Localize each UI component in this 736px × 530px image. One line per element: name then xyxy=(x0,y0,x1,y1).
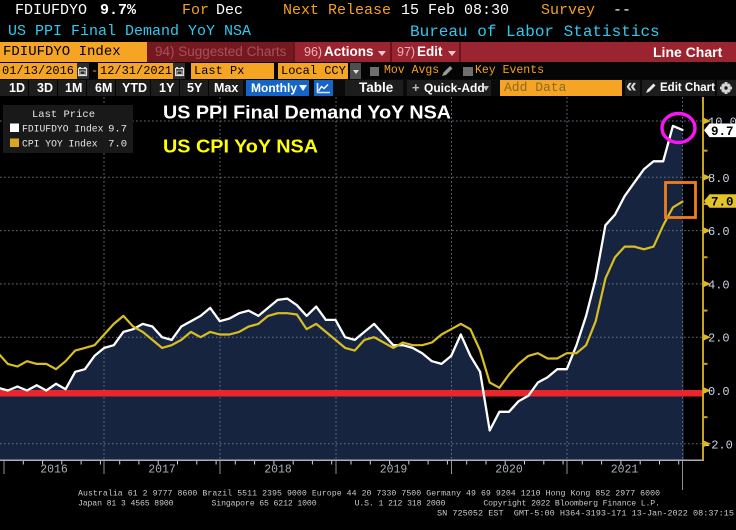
svg-text:7.0: 7.0 xyxy=(711,196,734,210)
svg-text:US CPI YoY NSA: US CPI YoY NSA xyxy=(163,137,318,157)
svg-text:FDIUFDYO Index: FDIUFDYO Index xyxy=(22,124,104,135)
svg-text:8.0: 8.0 xyxy=(708,172,730,186)
svg-text:Japan 81 3 4565 8900 Si: Japan 81 3 4565 8900 Singapore 65 6212 1… xyxy=(78,499,660,509)
svg-text:Australia 61 2 9777 8600 Brazi: Australia 61 2 9777 8600 Brazil 5511 239… xyxy=(78,489,660,499)
svg-text:9.7: 9.7 xyxy=(108,124,127,136)
svg-text:CPI YOY Index: CPI YOY Index xyxy=(22,139,98,150)
svg-text:2016: 2016 xyxy=(40,464,68,477)
svg-text:0.0: 0.0 xyxy=(708,385,730,399)
svg-text:2020: 2020 xyxy=(495,464,523,477)
svg-text:2018: 2018 xyxy=(264,464,292,477)
svg-text:2.0: 2.0 xyxy=(708,332,730,346)
svg-text:9.7: 9.7 xyxy=(711,125,734,139)
svg-text:-2.0: -2.0 xyxy=(704,438,733,452)
svg-text:SN 725052 EST GMT-5:00 H364-3: SN 725052 EST GMT-5:00 H364-3193-171 13-… xyxy=(437,510,734,519)
svg-text:Last Price: Last Price xyxy=(32,109,95,121)
svg-text:2021: 2021 xyxy=(611,464,639,477)
svg-text:US PPI Final Demand YoY NSA: US PPI Final Demand YoY NSA xyxy=(163,103,451,123)
svg-text:6.0: 6.0 xyxy=(708,225,730,239)
svg-text:2019: 2019 xyxy=(380,464,408,477)
svg-text:7.0: 7.0 xyxy=(108,139,127,151)
svg-text:2017: 2017 xyxy=(148,464,176,477)
svg-text:4.0: 4.0 xyxy=(708,278,730,292)
